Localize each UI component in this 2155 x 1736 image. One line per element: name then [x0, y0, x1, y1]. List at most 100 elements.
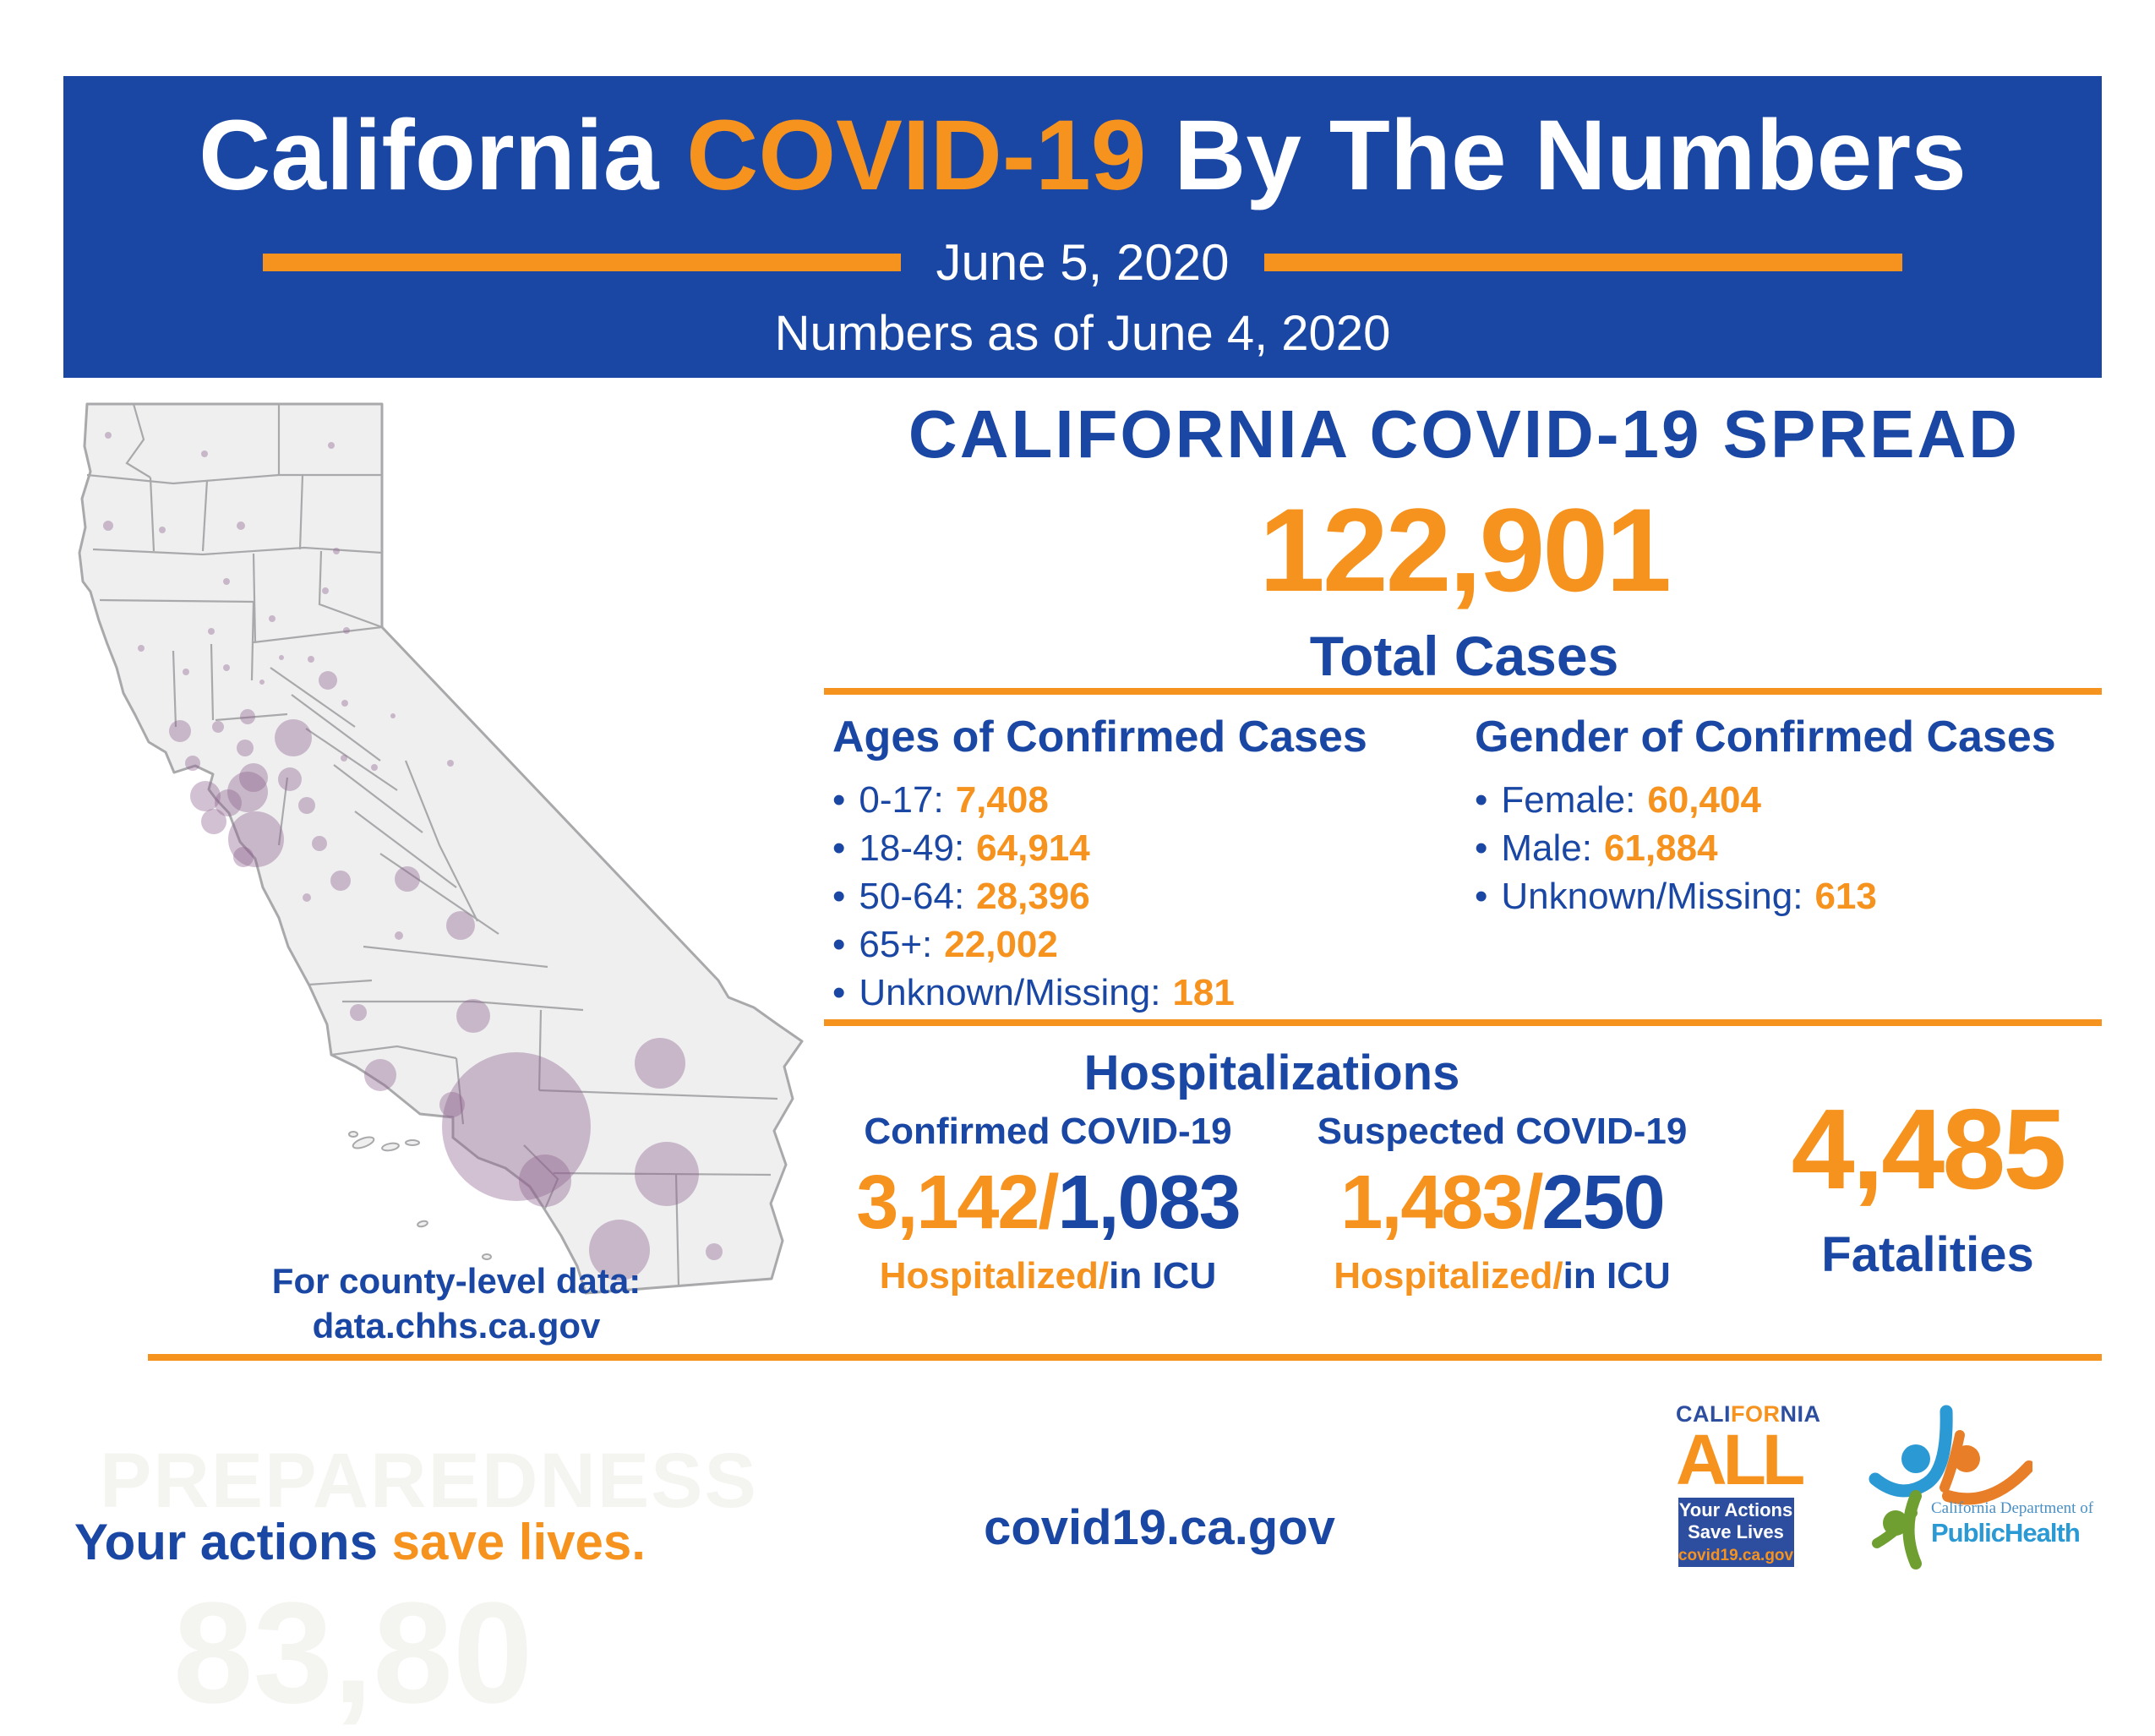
icu-sublabel: in ICU	[1109, 1255, 1217, 1297]
ages-section: Ages of Confirmed Cases • 0-17: 7,408 • 18-…	[832, 712, 1475, 1020]
bullet-icon: •	[832, 876, 846, 917]
cdph-logo-mark	[1869, 1405, 2035, 1569]
county-case-bubble	[589, 1220, 650, 1280]
header-banner: California COVID-19 By The Numbers June …	[63, 76, 2102, 378]
channel-island	[381, 1142, 400, 1152]
bullet-icon: •	[832, 779, 846, 821]
county-case-bubble	[341, 700, 348, 707]
cdph-blue-head	[1901, 1444, 1930, 1473]
county-border-line	[86, 473, 382, 485]
county-case-bubble	[183, 669, 189, 675]
california-all-logo: CALIFORNIA ALL Your Actions Save Lives c…	[1676, 1401, 1820, 1568]
age-label: 65+:	[859, 924, 933, 965]
gender-row: • Male: 61,884	[1475, 827, 2104, 876]
county-border-line	[379, 853, 499, 935]
confirmed-label: Confirmed COVID-19	[864, 1111, 1232, 1152]
county-case-bubble	[212, 721, 224, 733]
ages-title: Ages of Confirmed Cases	[832, 712, 1367, 762]
cdph-orange-arm	[1940, 1430, 1965, 1493]
county-case-bubble	[201, 450, 208, 457]
county-case-bubble	[190, 781, 221, 811]
confirmed-values: 3,142/1,083	[820, 1160, 1276, 1247]
county-case-bubble	[322, 587, 329, 594]
county-case-bubble	[395, 931, 403, 940]
county-case-bubble	[319, 671, 337, 690]
age-row: • 18-49: 64,914	[832, 827, 1475, 876]
report-date: June 5, 2020	[936, 234, 1230, 291]
channel-island	[482, 1253, 492, 1260]
county-case-bubble	[446, 911, 475, 940]
gender-row: • Unknown/Missing: 613	[1475, 876, 2104, 924]
watermark-number: 83,80	[173, 1573, 533, 1733]
county-case-bubble	[439, 1092, 465, 1117]
age-label: 50-64:	[859, 876, 965, 917]
date-bar-left	[262, 254, 901, 271]
county-border-line	[537, 1009, 543, 1091]
spread-heading: CALIFORNIA COVID-19 SPREAD	[908, 396, 2021, 472]
county-border-line	[523, 1144, 559, 1209]
divider-middle	[824, 1019, 2102, 1026]
county-case-bubble	[223, 578, 230, 585]
county-case-bubble	[275, 719, 312, 756]
county-border-line	[201, 479, 209, 552]
divider-top	[824, 688, 2102, 695]
age-row: • Unknown/Missing: 181	[832, 972, 1475, 1020]
county-border-line	[333, 764, 423, 833]
county-case-bubble	[343, 627, 350, 634]
date-row: June 5, 2020	[63, 233, 2102, 292]
county-case-bubble	[201, 809, 226, 834]
cdph-blue-figure	[1869, 1405, 1953, 1498]
county-border-line	[308, 979, 373, 986]
icu-sublabel: in ICU	[1563, 1255, 1671, 1297]
county-case-bubble	[447, 760, 454, 767]
gender-value: 60,404	[1647, 779, 1761, 821]
gender-value: 613	[1814, 876, 1877, 917]
hospitalizations-title: Hospitalizations	[1083, 1045, 1460, 1100]
age-value: 28,396	[976, 876, 1090, 917]
county-case-bubble	[308, 656, 314, 663]
county-case-bubble	[185, 756, 200, 771]
county-case-bubble	[328, 442, 335, 449]
age-row: • 50-64: 28,396	[832, 876, 1475, 924]
cdph-orange-figure	[1942, 1460, 2035, 1505]
county-case-bubble	[350, 1004, 367, 1021]
county-case-bubble	[223, 664, 230, 671]
gender-section: Gender of Confirmed Cases • Female: 60,404…	[1475, 712, 2104, 924]
title-prefix: California	[199, 100, 687, 211]
cdph-logo: California Department of PublicHealth	[1863, 1395, 2134, 1589]
county-case-bubble	[233, 847, 254, 867]
county-border-line	[363, 945, 548, 969]
county-border-line	[250, 601, 255, 681]
spread-section: CALIFORNIA COVID-19 SPREAD 122,901 Total…	[824, 396, 2104, 688]
hospitalized-sublabel: Hospitalized/	[879, 1255, 1110, 1297]
channel-island	[417, 1220, 428, 1228]
tagline-blue: Your actions	[74, 1514, 392, 1570]
channel-island	[405, 1139, 420, 1146]
county-border-line	[342, 1000, 584, 1012]
county-case-bubble	[330, 871, 351, 891]
map-caption-url: data.chhs.ca.gov	[312, 1305, 601, 1346]
age-row: • 65+: 22,002	[832, 924, 1475, 972]
county-case-bubble	[269, 615, 276, 622]
bullet-icon: •	[832, 972, 846, 1013]
tagline-orange: save lives.	[391, 1514, 646, 1570]
county-border-line	[252, 553, 257, 643]
bullet-icon: •	[1475, 876, 1488, 917]
total-cases-label: Total Cases	[1309, 625, 1619, 687]
map-caption-line1: For county-level data:	[271, 1261, 641, 1301]
age-label: 0-17:	[859, 779, 944, 821]
total-cases-value: 122,901	[1258, 483, 1672, 616]
county-border-line	[125, 403, 151, 478]
county-border-line	[210, 643, 215, 721]
california-county-bubble-map	[78, 402, 804, 1295]
county-border-line	[99, 598, 254, 603]
county-border-line	[404, 760, 478, 922]
county-case-bubble	[240, 709, 255, 724]
word-seg-nia: NIA	[1780, 1401, 1821, 1427]
county-border-line	[149, 477, 155, 552]
county-border-line	[318, 550, 383, 629]
age-label: 18-49:	[859, 827, 965, 869]
bullet-icon: •	[1475, 827, 1488, 869]
confirmed-hospitalizations: Confirmed COVID-19 3,142/1,083 Hospitali…	[820, 1111, 1276, 1297]
county-case-bubble	[390, 713, 396, 718]
